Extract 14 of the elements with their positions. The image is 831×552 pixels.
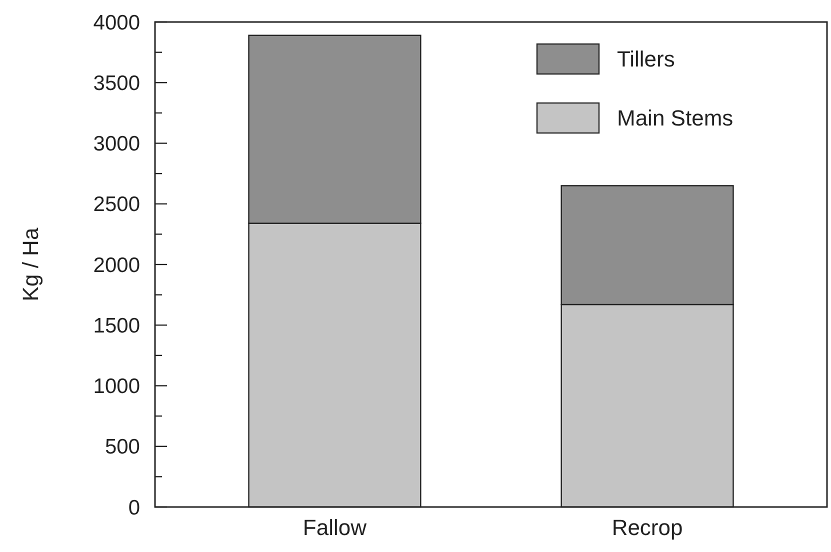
legend-label: Tillers [617,46,675,72]
y-tick-label: 2500 [93,193,140,216]
y-tick-label: 2000 [93,254,140,277]
y-tick-label: 0 [128,496,140,520]
y-tick-label: 1000 [93,375,140,398]
y-tick-label: 4000 [93,11,140,34]
y-tick-label: 3000 [93,132,140,156]
y-tick-label: 3500 [93,72,140,95]
x-tick-label: Fallow [302,515,367,540]
y-axis-title: Kg / Ha [18,227,43,302]
x-tick-label: Recrop [612,515,683,540]
y-tick-label: 500 [104,436,140,459]
legend-label: Main Stems [617,106,734,131]
y-tick-label: 1500 [93,314,140,338]
